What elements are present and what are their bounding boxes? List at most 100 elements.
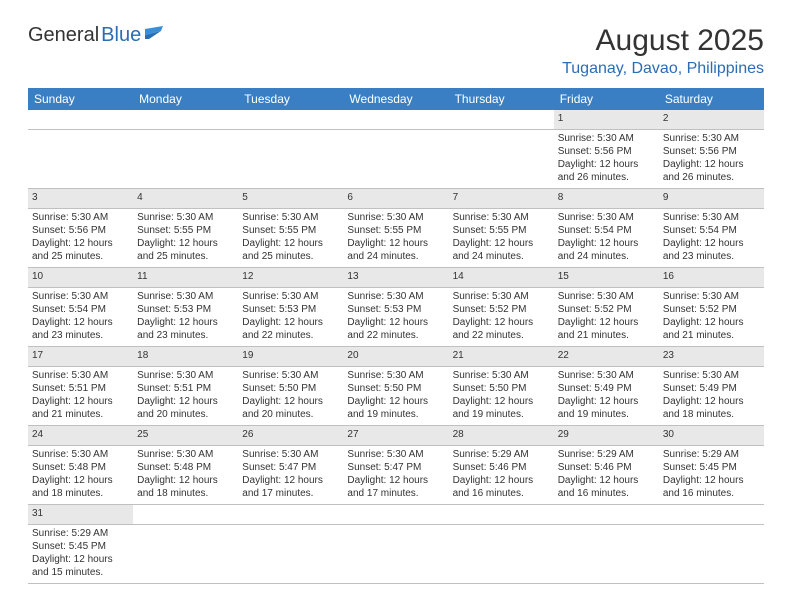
daylight-line-1: Daylight: 12 hours xyxy=(347,237,444,250)
daylight-line-1: Daylight: 12 hours xyxy=(32,237,129,250)
day-number-cell: 18 xyxy=(133,347,238,367)
sunrise-line: Sunrise: 5:30 AM xyxy=(242,290,339,303)
sunrise-line: Sunrise: 5:30 AM xyxy=(32,211,129,224)
daylight-line-1: Daylight: 12 hours xyxy=(242,395,339,408)
daylight-line-1: Daylight: 12 hours xyxy=(558,395,655,408)
day-info-cell: Sunrise: 5:30 AMSunset: 5:48 PMDaylight:… xyxy=(133,446,238,505)
sunrise-line: Sunrise: 5:30 AM xyxy=(347,448,444,461)
day-info-cell: Sunrise: 5:30 AMSunset: 5:56 PMDaylight:… xyxy=(554,130,659,189)
sunset-line: Sunset: 5:55 PM xyxy=(347,224,444,237)
daylight-line-1: Daylight: 12 hours xyxy=(558,237,655,250)
daylight-line-2: and 23 minutes. xyxy=(663,250,760,263)
daylight-line-1: Daylight: 12 hours xyxy=(137,395,234,408)
day-number-cell: 24 xyxy=(28,426,133,446)
daylight-line-2: and 26 minutes. xyxy=(558,171,655,184)
daylight-line-1: Daylight: 12 hours xyxy=(137,474,234,487)
daylight-line-2: and 19 minutes. xyxy=(558,408,655,421)
weekday-sunday: Sunday xyxy=(28,88,133,110)
day-info-cell: Sunrise: 5:29 AMSunset: 5:46 PMDaylight:… xyxy=(449,446,554,505)
day-number-cell: 8 xyxy=(554,189,659,209)
daylight-line-2: and 19 minutes. xyxy=(347,408,444,421)
sunrise-line: Sunrise: 5:30 AM xyxy=(558,132,655,145)
day-number-cell xyxy=(343,505,448,525)
daylight-line-2: and 18 minutes. xyxy=(32,487,129,500)
day-info-cell: Sunrise: 5:30 AMSunset: 5:52 PMDaylight:… xyxy=(449,288,554,347)
day-info-cell: Sunrise: 5:30 AMSunset: 5:54 PMDaylight:… xyxy=(554,209,659,268)
daylight-line-1: Daylight: 12 hours xyxy=(347,395,444,408)
sunset-line: Sunset: 5:55 PM xyxy=(242,224,339,237)
sunset-line: Sunset: 5:54 PM xyxy=(663,224,760,237)
sunset-line: Sunset: 5:46 PM xyxy=(453,461,550,474)
sunset-line: Sunset: 5:56 PM xyxy=(663,145,760,158)
sunset-line: Sunset: 5:51 PM xyxy=(137,382,234,395)
day-info-row: Sunrise: 5:30 AMSunset: 5:51 PMDaylight:… xyxy=(28,367,764,426)
day-number-cell: 1 xyxy=(554,110,659,130)
day-info-cell xyxy=(343,525,448,584)
sunrise-line: Sunrise: 5:30 AM xyxy=(663,369,760,382)
day-info-cell: Sunrise: 5:30 AMSunset: 5:53 PMDaylight:… xyxy=(133,288,238,347)
day-info-cell xyxy=(449,130,554,189)
day-number-cell xyxy=(133,505,238,525)
day-info-cell: Sunrise: 5:30 AMSunset: 5:54 PMDaylight:… xyxy=(28,288,133,347)
day-info-cell: Sunrise: 5:30 AMSunset: 5:50 PMDaylight:… xyxy=(449,367,554,426)
day-info-cell: Sunrise: 5:29 AMSunset: 5:46 PMDaylight:… xyxy=(554,446,659,505)
sunrise-line: Sunrise: 5:30 AM xyxy=(453,211,550,224)
day-info-cell: Sunrise: 5:30 AMSunset: 5:51 PMDaylight:… xyxy=(28,367,133,426)
sunrise-line: Sunrise: 5:29 AM xyxy=(558,448,655,461)
day-number-cell: 6 xyxy=(343,189,448,209)
sunset-line: Sunset: 5:49 PM xyxy=(558,382,655,395)
daynum-row: 10111213141516 xyxy=(28,268,764,288)
day-number-cell xyxy=(449,505,554,525)
sunset-line: Sunset: 5:50 PM xyxy=(347,382,444,395)
day-info-cell xyxy=(133,130,238,189)
daylight-line-2: and 20 minutes. xyxy=(242,408,339,421)
daylight-line-2: and 18 minutes. xyxy=(137,487,234,500)
day-info-cell xyxy=(238,525,343,584)
day-number-cell: 14 xyxy=(449,268,554,288)
day-info-row: Sunrise: 5:30 AMSunset: 5:56 PMDaylight:… xyxy=(28,130,764,189)
sunrise-line: Sunrise: 5:30 AM xyxy=(347,290,444,303)
daynum-row: 17181920212223 xyxy=(28,347,764,367)
sunrise-line: Sunrise: 5:30 AM xyxy=(663,132,760,145)
logo-text-general: General xyxy=(28,24,99,47)
day-number-cell: 5 xyxy=(238,189,343,209)
day-number-cell: 11 xyxy=(133,268,238,288)
daylight-line-2: and 20 minutes. xyxy=(137,408,234,421)
day-info-cell: Sunrise: 5:30 AMSunset: 5:53 PMDaylight:… xyxy=(343,288,448,347)
day-number-cell xyxy=(238,110,343,130)
sunrise-line: Sunrise: 5:30 AM xyxy=(347,211,444,224)
sunset-line: Sunset: 5:55 PM xyxy=(137,224,234,237)
weekday-friday: Friday xyxy=(554,88,659,110)
title-block: August 2025 Tuganay, Davao, Philippines xyxy=(562,24,764,78)
daynum-row: 31 xyxy=(28,505,764,525)
sunset-line: Sunset: 5:45 PM xyxy=(32,540,129,553)
day-number-cell: 19 xyxy=(238,347,343,367)
sunrise-line: Sunrise: 5:30 AM xyxy=(663,290,760,303)
sunset-line: Sunset: 5:56 PM xyxy=(32,224,129,237)
sunrise-line: Sunrise: 5:30 AM xyxy=(663,211,760,224)
sunrise-line: Sunrise: 5:30 AM xyxy=(242,448,339,461)
day-number-cell: 12 xyxy=(238,268,343,288)
day-info-cell: Sunrise: 5:30 AMSunset: 5:56 PMDaylight:… xyxy=(28,209,133,268)
sunset-line: Sunset: 5:48 PM xyxy=(32,461,129,474)
sunrise-line: Sunrise: 5:30 AM xyxy=(242,369,339,382)
sunset-line: Sunset: 5:48 PM xyxy=(137,461,234,474)
sunset-line: Sunset: 5:47 PM xyxy=(242,461,339,474)
daylight-line-2: and 26 minutes. xyxy=(663,171,760,184)
sunset-line: Sunset: 5:45 PM xyxy=(663,461,760,474)
sunset-line: Sunset: 5:50 PM xyxy=(453,382,550,395)
day-info-cell xyxy=(449,525,554,584)
daylight-line-2: and 22 minutes. xyxy=(242,329,339,342)
sunrise-line: Sunrise: 5:30 AM xyxy=(558,369,655,382)
sunset-line: Sunset: 5:54 PM xyxy=(558,224,655,237)
day-info-cell: Sunrise: 5:30 AMSunset: 5:55 PMDaylight:… xyxy=(449,209,554,268)
daylight-line-2: and 22 minutes. xyxy=(347,329,444,342)
daylight-line-1: Daylight: 12 hours xyxy=(347,316,444,329)
day-number-cell: 29 xyxy=(554,426,659,446)
daylight-line-1: Daylight: 12 hours xyxy=(663,395,760,408)
weekday-wednesday: Wednesday xyxy=(343,88,448,110)
day-number-cell: 31 xyxy=(28,505,133,525)
day-info-cell: Sunrise: 5:29 AMSunset: 5:45 PMDaylight:… xyxy=(28,525,133,584)
daylight-line-2: and 23 minutes. xyxy=(32,329,129,342)
daylight-line-2: and 15 minutes. xyxy=(32,566,129,579)
